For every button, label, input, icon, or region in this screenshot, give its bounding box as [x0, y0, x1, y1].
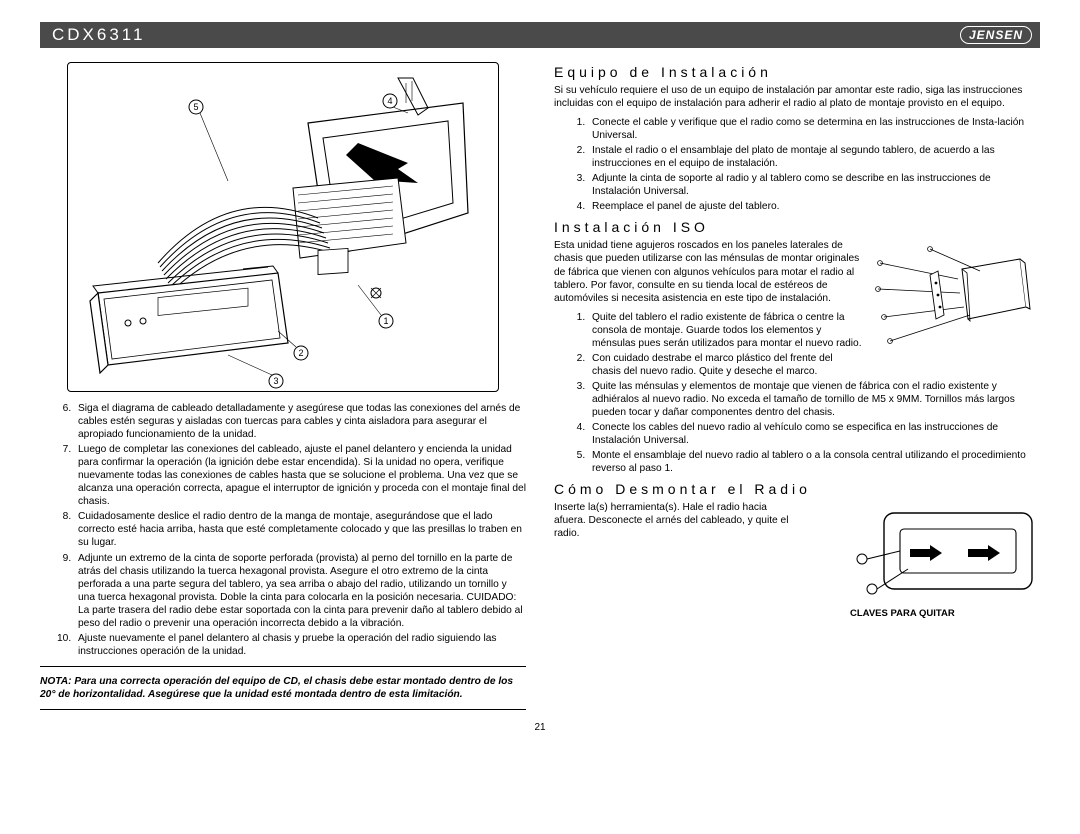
list-item: Ajuste nuevamente el panel delantero al … [74, 632, 526, 658]
divider [40, 709, 526, 710]
wiring-diagram: 5 4 1 2 3 [67, 62, 499, 392]
iso-mount-figure [870, 241, 1040, 353]
figure-caption: CLAVES PARA QUITAR [850, 608, 1040, 619]
svg-text:4: 4 [387, 96, 392, 106]
list-item: Conecte el cable y verifique que el radi… [588, 116, 1040, 142]
equipo-list: Conecte el cable y verifique que el radi… [554, 116, 1040, 213]
list-item: Luego de completar las conexiones del ca… [74, 443, 526, 508]
header-bar: CDX6311 JENSEN [40, 22, 1040, 48]
svg-text:3: 3 [273, 376, 278, 386]
list-item: Con cuidado destrabe el marco plástico d… [588, 352, 1040, 378]
left-column: 5 4 1 2 3 Siga el diagrama de cableado d… [40, 58, 526, 718]
brand-logo: JENSEN [960, 26, 1032, 44]
list-item: Instale el radio o el ensamblaje del pla… [588, 144, 1040, 170]
list-item: Conecte los cables del nuevo radio al ve… [588, 421, 1040, 447]
section-title-equipo: Equipo de Instalación [554, 64, 1040, 80]
svg-text:5: 5 [193, 102, 198, 112]
list-item: Monte el ensamblaje del nuevo radio al t… [588, 449, 1040, 475]
removal-figure: CLAVES PARA QUITAR [850, 503, 1040, 619]
section-title-desmontar: Cómo Desmontar el Radio [554, 481, 1040, 497]
list-item: Cuidadosamente deslice el radio dentro d… [74, 510, 526, 549]
left-instruction-list: Siga el diagrama de cableado detalladame… [40, 402, 526, 658]
divider [40, 666, 526, 667]
list-item: Quite las ménsulas y elementos de montaj… [588, 380, 1040, 419]
right-column: Equipo de Instalación Si su vehículo req… [554, 58, 1040, 718]
list-item: Siga el diagrama de cableado detalladame… [74, 402, 526, 441]
model-number: CDX6311 [52, 25, 145, 45]
list-item: Adjunte un extremo de la cinta de soport… [74, 552, 526, 630]
section-title-iso: Instalación ISO [554, 219, 1040, 235]
list-item: Adjunte la cinta de soporte al radio y a… [588, 172, 1040, 198]
svg-text:2: 2 [298, 348, 303, 358]
svg-text:1: 1 [383, 316, 388, 326]
section-intro: Inserte la(s) herramienta(s). Hale el ra… [554, 501, 794, 540]
page-number: 21 [40, 718, 1040, 733]
note-text: NOTA: Para una correcta operación del eq… [40, 675, 526, 701]
list-item: Reemplace el panel de ajuste del tablero… [588, 200, 1040, 213]
section-intro: Si su vehículo requiere el uso de un equ… [554, 84, 1040, 110]
